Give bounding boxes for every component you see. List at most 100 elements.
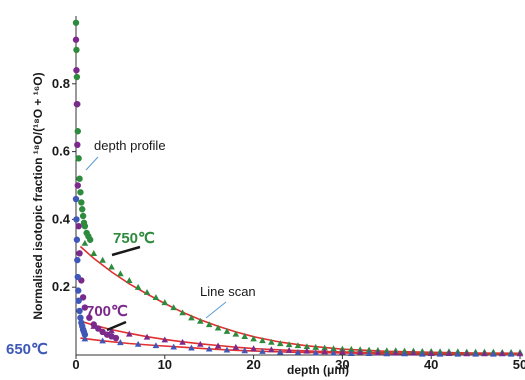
line-scan-point-0 bbox=[232, 330, 240, 337]
line-scan-point-2 bbox=[241, 347, 249, 354]
line-scan-point-0 bbox=[339, 345, 346, 352]
line-scan-point-2 bbox=[419, 350, 426, 357]
line-scan-point-2 bbox=[330, 349, 337, 356]
depth-profile-point-0 bbox=[81, 222, 89, 230]
line-scan-point-1 bbox=[410, 349, 417, 356]
line-scan-point-2 bbox=[188, 344, 195, 351]
line-scan-point-1 bbox=[232, 343, 240, 350]
depth-profile-point-2 bbox=[73, 216, 80, 223]
x-tick-label: 20 bbox=[246, 357, 260, 372]
line-scan-point-0 bbox=[117, 270, 124, 277]
depth-profile-point-1 bbox=[74, 182, 81, 189]
depth-profile-point-1 bbox=[75, 222, 82, 230]
line-scan-point-2 bbox=[170, 343, 177, 350]
x-axis-title: depth (μm) bbox=[287, 363, 349, 377]
depth-profile-point-0 bbox=[74, 128, 81, 135]
line-scan-point-0 bbox=[383, 347, 391, 354]
line-scan-point-0 bbox=[81, 239, 89, 246]
line-scan-point-2 bbox=[490, 350, 497, 357]
line-scan-point-0 bbox=[312, 343, 320, 350]
line-scan-point-0 bbox=[365, 346, 373, 353]
depth-profile-point-2 bbox=[75, 287, 82, 294]
depth-profile-point-0 bbox=[76, 175, 83, 182]
depth-profile-label: depth profile bbox=[94, 138, 166, 153]
depth-profile-point-2 bbox=[74, 273, 81, 281]
depth-profile-point-0 bbox=[79, 206, 86, 213]
depth-profile-point-1 bbox=[73, 67, 80, 74]
depth-profile-point-2 bbox=[74, 256, 81, 264]
y-tick-label: 0.6 bbox=[52, 144, 70, 159]
line-scan-point-2 bbox=[401, 350, 408, 357]
line-scan-point-2 bbox=[454, 350, 462, 357]
depth-profile-point-1 bbox=[73, 100, 81, 108]
depth-profile-pointer bbox=[85, 156, 99, 171]
line-scan-point-1 bbox=[250, 345, 257, 352]
x-tick-label: 10 bbox=[158, 357, 172, 372]
line-scan-point-2 bbox=[472, 350, 479, 357]
depth-profile-point-2 bbox=[73, 236, 81, 243]
line-scan-point-1 bbox=[392, 349, 399, 356]
line-scan-point-2 bbox=[436, 350, 444, 357]
line-scan-point-0 bbox=[276, 340, 284, 347]
depth-profile-point-2 bbox=[72, 195, 80, 203]
y-tick-label: 0.4 bbox=[52, 211, 71, 226]
line-scan-point-2 bbox=[81, 335, 89, 342]
line-scan-point-2 bbox=[152, 342, 160, 349]
line-scan-point-2 bbox=[134, 340, 142, 347]
line-scan-point-0 bbox=[152, 294, 160, 301]
series-label-650: 650℃ bbox=[6, 341, 48, 358]
depth-profile-point-2 bbox=[76, 307, 83, 315]
depth-profile-point-0 bbox=[75, 155, 82, 162]
x-tick-label: 50 bbox=[513, 357, 525, 372]
line-scan-point-0 bbox=[303, 343, 311, 350]
ticks-group: 0 10 20 30 40 50 0.2 0.4 0.6 0.8 bbox=[52, 76, 525, 372]
line-scan-point-2 bbox=[294, 348, 302, 355]
depth-profile-point-2 bbox=[75, 297, 82, 304]
line-scan-point-1 bbox=[143, 333, 151, 340]
x-tick-label: 40 bbox=[424, 357, 438, 372]
depth-profile-point-2 bbox=[77, 314, 84, 321]
line-scan-point-0 bbox=[347, 345, 355, 352]
y-tick-label: 0.8 bbox=[52, 76, 70, 91]
line-scan-point-0 bbox=[294, 342, 302, 349]
line-scan-point-1 bbox=[321, 348, 328, 355]
x-tick-label: 30 bbox=[335, 357, 349, 372]
x-tick-label: 0 bbox=[72, 357, 79, 372]
line-scan-point-1 bbox=[481, 350, 488, 357]
line-scan-point-0 bbox=[90, 250, 98, 256]
series-label-750: 750℃ bbox=[113, 230, 155, 247]
depth-profile-point-1 bbox=[90, 321, 97, 328]
line-scan-point-1 bbox=[125, 330, 133, 337]
line-scan-point-1 bbox=[214, 342, 222, 349]
depth-profile-point-1 bbox=[72, 36, 80, 43]
label-700-pointer bbox=[106, 320, 127, 332]
line-scan-point-0 bbox=[259, 337, 266, 344]
line-scan-point-2 bbox=[383, 350, 391, 357]
line-scan-point-0 bbox=[205, 321, 213, 328]
depth-profile-point-0 bbox=[87, 236, 94, 243]
line-scan-point-0 bbox=[241, 333, 249, 339]
line-scan-point-1 bbox=[303, 347, 311, 354]
line-scan-point-1 bbox=[268, 346, 275, 353]
line-scan-point-0 bbox=[250, 335, 257, 342]
depth-profile-point-1 bbox=[79, 294, 87, 301]
line-scan-point-0 bbox=[143, 288, 151, 295]
line-scan-point-0 bbox=[170, 304, 177, 311]
y-axis-title: Normalised isotopic fraction ¹⁸O/(¹⁸O + … bbox=[31, 72, 45, 319]
depth-profile-point-1 bbox=[81, 304, 89, 311]
depth-profile-point-0 bbox=[77, 189, 84, 196]
y-tick-label: 0.2 bbox=[52, 279, 70, 294]
line-scan-point-1 bbox=[516, 350, 524, 357]
line-scan-point-2 bbox=[276, 348, 284, 355]
line-scan-point-2 bbox=[117, 339, 124, 346]
line-scan-point-0 bbox=[214, 324, 222, 331]
depth-profile-point-1 bbox=[76, 250, 83, 257]
line-scan-point-2 bbox=[99, 337, 106, 344]
line-scan-point-1 bbox=[356, 348, 364, 355]
line-scan-point-2 bbox=[259, 347, 266, 354]
line-scan-point-1 bbox=[374, 349, 382, 356]
axes-group bbox=[75, 16, 520, 356]
depth-profile-point-0 bbox=[73, 46, 80, 54]
line-scan-point-0 bbox=[108, 263, 115, 270]
